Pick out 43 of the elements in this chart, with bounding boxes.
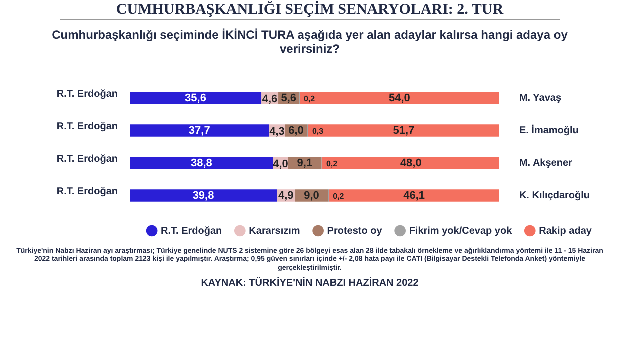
data-label: 37,7 <box>188 124 210 137</box>
text: KAYNAK: TÜRKİYE'NİN NABZI HAZİRAN 2022 <box>200 278 420 290</box>
text: R.T. Erdoğan <box>56 89 118 100</box>
data-label: 0,2 <box>333 192 345 201</box>
text: R.T. Erdoğan <box>56 154 118 165</box>
chart-subtitle: Cumhurbaşkanlığı seçiminde İKİNCİ TURA aşağıda yer alan adaylar kalırsa hangi adaya oy verirsiniz? <box>51 28 569 56</box>
bar <box>322 157 500 170</box>
data-label: 0,3 <box>312 126 324 136</box>
text: R.T. Erdoğan <box>56 186 118 198</box>
bar <box>308 124 500 137</box>
y-tick-label: E. İmamoğlu <box>519 124 579 136</box>
y-tick-label: K. Kılıçdaroğlu <box>519 190 590 202</box>
data-label: 6,0 <box>288 124 304 137</box>
bar <box>130 157 274 170</box>
bar <box>329 190 500 202</box>
legend-label: R.T. Erdoğan <box>161 226 222 237</box>
legend-label: Protesto oy <box>327 226 383 237</box>
data-label: 0,2 <box>326 159 338 168</box>
text: R.T. Erdoğan <box>56 122 118 132</box>
chart-title: CUMHURBAŞKANLIĞI SEÇİM SENARYOLARI: 2. TUR <box>60 0 560 20</box>
data-label: 4,3 <box>270 126 285 138</box>
data-label: 0,2 <box>304 94 316 104</box>
data-label: 5,6 <box>281 92 297 104</box>
data-label: 9,1 <box>297 157 313 170</box>
data-label: 9,0 <box>304 190 320 202</box>
data-label: 4,6 <box>262 93 278 106</box>
data-label: 4,9 <box>278 190 294 202</box>
bar <box>130 190 278 202</box>
data-label: 46,1 <box>404 190 425 202</box>
data-label: 39,8 <box>192 190 214 202</box>
y-tick-label: M. Yavaş <box>519 93 562 104</box>
y-tick-label: M. Akşener <box>519 158 573 169</box>
data-label: 35,6 <box>185 92 206 104</box>
bar <box>130 124 270 137</box>
data-label: 38,8 <box>190 157 212 170</box>
bar <box>300 92 500 104</box>
legend-label: Kararsızım <box>249 226 300 237</box>
data-label: 54,0 <box>388 92 410 104</box>
bar <box>130 92 262 104</box>
data-label: 48,0 <box>400 157 422 170</box>
data-label: 51,7 <box>393 124 415 137</box>
legend-label: Rakip aday <box>539 226 592 237</box>
legend-label: Fikrim yok/Cevap yok <box>409 226 513 237</box>
